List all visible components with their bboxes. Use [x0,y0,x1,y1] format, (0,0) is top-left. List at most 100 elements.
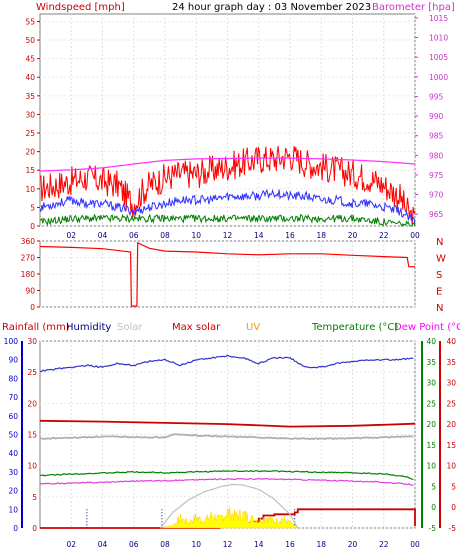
temp-tick-10: 10 [426,462,436,471]
bottom-x-tick-22: 22 [379,540,389,549]
dew-tick-15: 15 [446,441,456,450]
x-tick-22: 22 [379,231,389,240]
x-tick-08: 08 [160,231,170,240]
left-tick-30: 30 [25,110,35,119]
humidity-tick-100: 100 [4,337,19,346]
temp-tick-20: 20 [426,420,436,429]
series-solar_line [39,433,414,441]
right-tick-995: 995 [429,92,444,101]
humidity-tick-90: 90 [8,356,18,365]
compass-label-2: S [436,270,442,281]
panel3-legend: Rainfall (mm) Humidity Solar Max solar U… [2,322,460,333]
bottom-x-tick-20: 20 [348,540,358,549]
compass-label-3: E [436,287,442,298]
temp-tick-30: 30 [426,379,436,388]
humidity-tick-40: 40 [8,449,18,458]
right-tick-965: 965 [429,210,444,219]
legend-max-solar: Max solar [172,322,221,333]
left-tick-55: 55 [25,17,35,26]
rain-tick-10: 10 [27,462,37,471]
windspeed-axis-label: Windspeed [mph] [36,2,125,13]
dew-tick-40: 40 [446,337,456,346]
temp-tick-15: 15 [426,441,436,450]
weather-plot-grid [40,340,416,529]
legend-dew-point: Dew Point (°C) [394,322,460,333]
series-humidity [40,354,414,373]
x-tick-16: 16 [285,231,295,240]
humidity-tick-10: 10 [8,505,18,514]
right-tick-990: 990 [429,112,444,121]
right-tick-970: 970 [429,191,444,200]
left-tick-35: 35 [25,92,35,101]
bottom-x-tick-10: 10 [191,540,201,549]
right-tick-1000: 1000 [429,73,448,82]
humidity-tick-70: 70 [8,393,18,402]
temp-tick-0: 0 [431,503,436,512]
dew-tick-25: 25 [446,399,456,408]
series-max_solar [39,419,416,428]
compass-label-0: N [436,237,443,248]
direction-plot-series [39,241,415,307]
humidity-tick-0: 0 [13,524,18,533]
wind-plot-series [39,145,416,228]
x-tick-00: 00 [410,231,420,240]
legend-uv: UV [246,322,260,333]
left-tick-0: 0 [30,222,35,231]
compass-label-1: W [436,254,446,265]
x-tick-18: 18 [316,231,326,240]
dew-tick-0: 0 [451,503,456,512]
right-tick-975: 975 [429,171,444,180]
legend-humidity: Humidity [66,322,111,333]
dir-tick-90: 90 [25,287,35,296]
left-tick-45: 45 [25,55,35,64]
temp-tick-40: 40 [426,337,436,346]
dew-tick-10: 10 [446,462,456,471]
series-barometer [39,157,416,172]
series-avg [39,188,416,225]
humidity-tick-20: 20 [8,487,18,496]
dir-tick-180: 180 [21,270,36,279]
legend-rainfall: Rainfall (mm) [2,322,70,333]
temp-tick-35: 35 [426,358,436,367]
humidity-tick-30: 30 [8,468,18,477]
bottom-x-tick-02: 02 [66,540,76,549]
direction-plot-grid [40,240,416,308]
right-tick-1010: 1010 [429,34,448,43]
left-tick-50: 50 [25,36,35,45]
series-dew_point [39,477,414,486]
series-low [39,213,416,228]
dir-tick-270: 270 [21,254,36,263]
x-tick-20: 20 [348,231,358,240]
barometer-axis-label: Barometer [hpa] [372,2,455,13]
dir-tick-0: 0 [30,303,35,312]
bottom-x-tick-18: 18 [316,540,326,549]
series-direction [39,241,415,307]
humidity-tick-50: 50 [8,431,18,440]
x-tick-10: 10 [191,231,201,240]
x-tick-04: 04 [98,231,108,240]
temp-tick-25: 25 [426,399,436,408]
left-tick-40: 40 [25,73,35,82]
humidity-tick-80: 80 [8,374,18,383]
humidity-tick-60: 60 [8,412,18,421]
dew-tick--5: -5 [449,524,457,533]
rain-tick-25: 25 [27,368,37,377]
rain-tick-15: 15 [27,431,37,440]
dew-tick-20: 20 [446,420,456,429]
right-tick-1015: 1015 [429,14,448,23]
x-tick-14: 14 [254,231,264,240]
weather-plot-ticks: 02 04 06 08 10 12 14 16 18 20 22 000510152025300102… [4,337,457,549]
chart-title: 24 hour graph day : 03 November 2023 [172,2,371,13]
series-temperature [40,469,414,480]
bottom-x-tick-14: 14 [254,540,264,549]
x-tick-12: 12 [223,231,233,240]
rain-tick-30: 30 [27,337,37,346]
x-tick-02: 02 [66,231,76,240]
bottom-x-tick-06: 06 [129,540,139,549]
series-solar_radiation [159,483,299,529]
dir-tick-360: 360 [21,237,36,246]
bottom-x-tick-00: 00 [410,540,420,549]
rain-tick-5: 5 [32,493,37,502]
